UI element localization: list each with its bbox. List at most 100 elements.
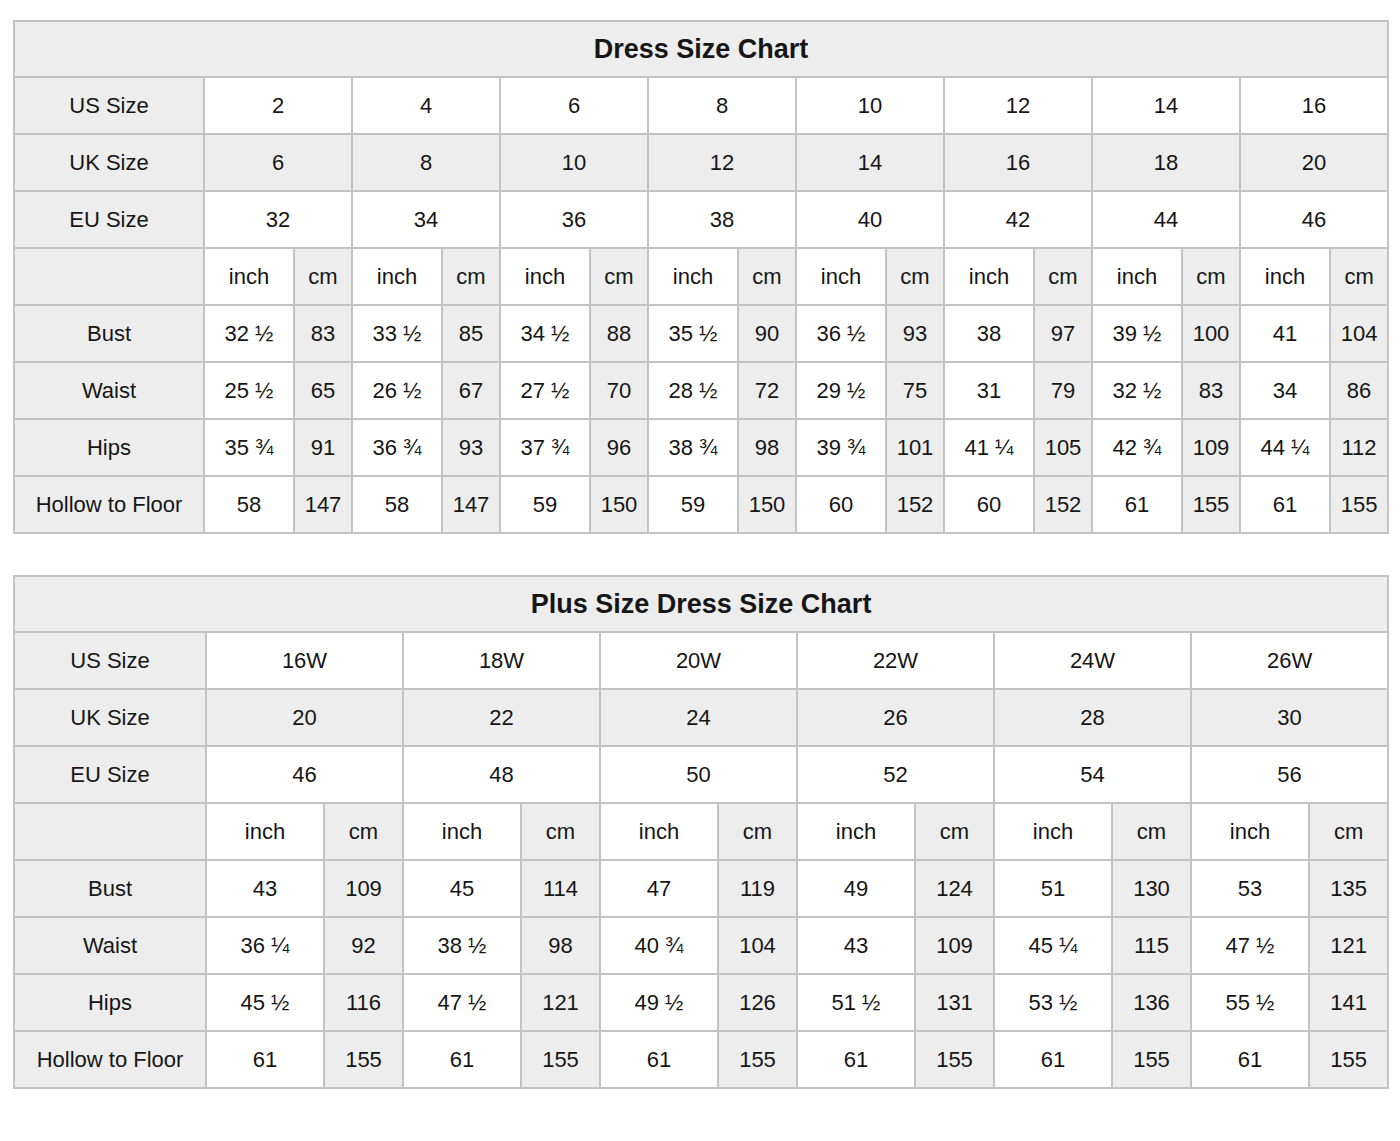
measure-cell: 104 xyxy=(1330,305,1388,362)
size-cell: 48 xyxy=(403,746,600,803)
measure-cell: 41 ¼ xyxy=(944,419,1034,476)
measure-cell: 55 ½ xyxy=(1191,974,1309,1031)
measure-cell: 116 xyxy=(324,974,403,1031)
row-label: Waist xyxy=(14,917,206,974)
size-cell: 12 xyxy=(944,77,1092,134)
size-charts-page: Dress Size ChartUS Size246810121416UK Si… xyxy=(0,0,1400,1141)
measure-cell: 58 xyxy=(204,476,294,533)
measure-cell: 45 xyxy=(403,860,521,917)
measure-cell: 131 xyxy=(915,974,994,1031)
measure-cell: 124 xyxy=(915,860,994,917)
unit-cell: inch xyxy=(403,803,521,860)
measure-cell: 114 xyxy=(521,860,600,917)
size-cell: 20 xyxy=(206,689,403,746)
size-row-uk-size: UK Size68101214161820 xyxy=(14,134,1388,191)
row-label: Bust xyxy=(14,860,206,917)
plus-size-dress-size-chart-table: Plus Size Dress Size ChartUS Size16W18W2… xyxy=(13,575,1389,1089)
measure-cell: 53 xyxy=(1191,860,1309,917)
row-label: Hollow to Floor xyxy=(14,476,204,533)
size-cell: 28 xyxy=(994,689,1191,746)
measure-cell: 61 xyxy=(600,1031,718,1088)
measure-cell: 61 xyxy=(797,1031,915,1088)
measure-cell: 98 xyxy=(738,419,796,476)
measure-cell: 155 xyxy=(1309,1031,1388,1088)
size-row-us-size: US Size246810121416 xyxy=(14,77,1388,134)
measure-cell: 39 ¾ xyxy=(796,419,886,476)
measure-cell: 47 ½ xyxy=(403,974,521,1031)
measure-cell: 36 ½ xyxy=(796,305,886,362)
measure-row-hollow-to-floor: Hollow to Floor5814758147591505915060152… xyxy=(14,476,1388,533)
measure-cell: 75 xyxy=(886,362,944,419)
size-cell: 26W xyxy=(1191,632,1388,689)
measure-cell: 72 xyxy=(738,362,796,419)
measure-row-hollow-to-floor: Hollow to Floor6115561155611556115561155… xyxy=(14,1031,1388,1088)
measure-cell: 85 xyxy=(442,305,500,362)
size-cell: 54 xyxy=(994,746,1191,803)
measure-cell: 58 xyxy=(352,476,442,533)
measure-cell: 70 xyxy=(590,362,648,419)
measure-cell: 51 xyxy=(994,860,1112,917)
table-title-row: Plus Size Dress Size Chart xyxy=(14,576,1388,632)
measure-row-waist: Waist25 ½6526 ½6727 ½7028 ½7229 ½7531793… xyxy=(14,362,1388,419)
measure-cell: 97 xyxy=(1034,305,1092,362)
size-cell: 18 xyxy=(1092,134,1240,191)
measure-cell: 155 xyxy=(718,1031,797,1088)
size-cell: 46 xyxy=(1240,191,1388,248)
measure-cell: 34 xyxy=(1240,362,1330,419)
measure-row-waist: Waist36 ¼9238 ½9840 ¾1044310945 ¼11547 ½… xyxy=(14,917,1388,974)
measure-cell: 101 xyxy=(886,419,944,476)
measure-cell: 98 xyxy=(521,917,600,974)
measure-cell: 67 xyxy=(442,362,500,419)
measure-cell: 32 ½ xyxy=(1092,362,1182,419)
unit-cell: cm xyxy=(1112,803,1191,860)
size-cell: 14 xyxy=(1092,77,1240,134)
measure-cell: 32 ½ xyxy=(204,305,294,362)
measure-cell: 61 xyxy=(1092,476,1182,533)
size-cell: 10 xyxy=(500,134,648,191)
measure-cell: 29 ½ xyxy=(796,362,886,419)
unit-cell: cm xyxy=(294,248,352,305)
measure-cell: 59 xyxy=(500,476,590,533)
measure-cell: 36 ¼ xyxy=(206,917,324,974)
measure-cell: 119 xyxy=(718,860,797,917)
measure-cell: 60 xyxy=(796,476,886,533)
measure-cell: 34 ½ xyxy=(500,305,590,362)
unit-cell: cm xyxy=(324,803,403,860)
size-cell: 6 xyxy=(204,134,352,191)
measure-cell: 79 xyxy=(1034,362,1092,419)
size-cell: 16 xyxy=(1240,77,1388,134)
size-cell: 52 xyxy=(797,746,994,803)
measure-cell: 83 xyxy=(294,305,352,362)
measure-cell: 42 ¾ xyxy=(1092,419,1182,476)
size-cell: 30 xyxy=(1191,689,1388,746)
size-cell: 42 xyxy=(944,191,1092,248)
measure-cell: 33 ½ xyxy=(352,305,442,362)
unit-cell: cm xyxy=(1330,248,1388,305)
measure-cell: 147 xyxy=(294,476,352,533)
measure-cell: 88 xyxy=(590,305,648,362)
size-row-us-size: US Size16W18W20W22W24W26W xyxy=(14,632,1388,689)
measure-cell: 61 xyxy=(1191,1031,1309,1088)
size-row-eu-size: EU Size3234363840424446 xyxy=(14,191,1388,248)
unit-cell: inch xyxy=(204,248,294,305)
measure-cell: 152 xyxy=(1034,476,1092,533)
measure-cell: 37 ¾ xyxy=(500,419,590,476)
measure-cell: 40 ¾ xyxy=(600,917,718,974)
unit-cell: inch xyxy=(648,248,738,305)
unit-cell: inch xyxy=(797,803,915,860)
measure-cell: 39 ½ xyxy=(1092,305,1182,362)
measure-cell: 121 xyxy=(521,974,600,1031)
size-cell: 6 xyxy=(500,77,648,134)
measure-cell: 109 xyxy=(915,917,994,974)
measure-cell: 109 xyxy=(324,860,403,917)
unit-cell: inch xyxy=(994,803,1112,860)
measure-cell: 86 xyxy=(1330,362,1388,419)
size-cell: 4 xyxy=(352,77,500,134)
unit-cell: cm xyxy=(521,803,600,860)
unit-cell: inch xyxy=(1191,803,1309,860)
size-cell: 20W xyxy=(600,632,797,689)
size-cell: 8 xyxy=(352,134,500,191)
row-label: Bust xyxy=(14,305,204,362)
unit-cell: cm xyxy=(915,803,994,860)
unit-cell: inch xyxy=(500,248,590,305)
